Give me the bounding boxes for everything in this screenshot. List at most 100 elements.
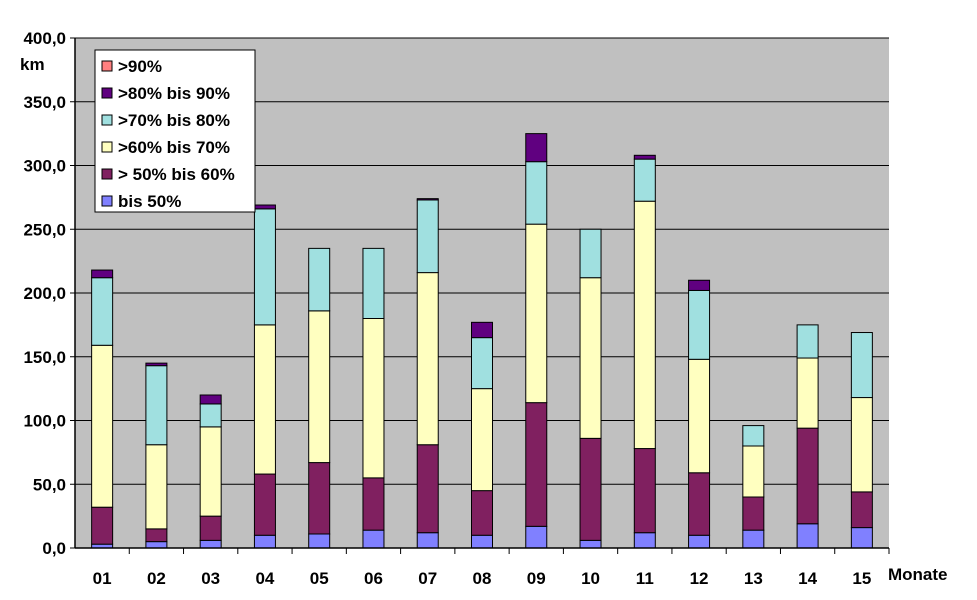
legend-label: > 50% bis 60%: [118, 165, 235, 184]
bar-segment: [308, 462, 331, 535]
legend-swatch: [101, 141, 113, 153]
y-tick-label: 300,0: [23, 157, 66, 176]
bars: [91, 133, 873, 549]
legend-label: >60% bis 70%: [118, 138, 230, 157]
bar-segment: [796, 523, 819, 549]
bar-segment: [362, 318, 385, 479]
x-tick-label: 07: [418, 569, 437, 588]
bar-segment: [579, 539, 602, 549]
bar-segment: [416, 199, 439, 274]
bar-segment: [471, 321, 493, 339]
legend-swatch: [101, 168, 113, 180]
x-axis-unit-label: Monate: [888, 565, 948, 584]
bar-segment: [416, 272, 439, 446]
bar-segment: [253, 204, 276, 210]
bar-segment: [199, 515, 222, 541]
bar-segment: [416, 444, 439, 534]
y-tick-label: 50,0: [33, 475, 66, 494]
bar-segment: [308, 310, 331, 464]
y-tick-label: 0,0: [42, 539, 66, 558]
bar-segment: [796, 357, 819, 429]
y-tick-label: 100,0: [23, 412, 66, 431]
legend-swatch: [101, 87, 113, 99]
bar-segment: [199, 394, 222, 405]
x-tick-label: 05: [310, 569, 329, 588]
bar-segment: [145, 528, 168, 543]
bar-segment: [362, 529, 385, 549]
bar-segment: [199, 539, 222, 549]
bar-segment: [91, 344, 114, 508]
bar-segment: [742, 496, 765, 531]
legend-box: [94, 49, 256, 213]
bar-segment: [688, 472, 711, 536]
bar-segment: [471, 490, 493, 536]
bar-segment: [145, 365, 168, 446]
bar-segment: [688, 289, 711, 360]
bar-segment: [525, 525, 548, 549]
x-tick-label: 03: [201, 569, 220, 588]
y-tick-label: 400,0: [23, 29, 66, 48]
bar-segment: [742, 445, 765, 498]
bar-segment: [525, 133, 548, 163]
bar-segment: [91, 269, 114, 279]
x-tick-label: 04: [255, 569, 274, 588]
bar-segment: [633, 200, 656, 450]
y-tick-label: 250,0: [23, 220, 66, 239]
y-tick-label: 350,0: [23, 93, 66, 112]
x-tick-label: 08: [473, 569, 492, 588]
bar-segment: [308, 533, 331, 549]
y-tick-label: 200,0: [23, 284, 66, 303]
x-tick-label: 13: [744, 569, 763, 588]
bar-segment: [416, 198, 439, 201]
bar-segment: [796, 324, 819, 359]
legend-label: >70% bis 80%: [118, 111, 230, 130]
bar-segment: [253, 534, 276, 549]
bar-segment: [688, 534, 711, 549]
x-tick-label: 12: [690, 569, 709, 588]
y-axis-ticks: 0,0 50,0 100,0 150,0 200,0 250,0 300,0 350,0 400…: [23, 29, 75, 558]
bar-segment: [525, 223, 548, 404]
x-tick-label: 01: [93, 569, 112, 588]
legend-label: bis 50%: [118, 192, 181, 211]
bar-segment: [633, 154, 656, 160]
x-tick-label: 11: [636, 569, 654, 588]
bar-segment: [525, 402, 548, 527]
bar-segment: [91, 506, 114, 545]
bar-segment: [145, 362, 168, 367]
bar-segment: [742, 425, 765, 447]
legend-swatch: [101, 195, 113, 207]
bar-segment: [471, 534, 493, 549]
bar-segment: [688, 358, 711, 474]
bar-segment: [633, 158, 656, 202]
bar-segment: [362, 477, 385, 531]
bar-segment: [742, 529, 765, 549]
x-tick-label: 09: [527, 569, 546, 588]
bar-segment: [145, 444, 168, 530]
bar-segment: [199, 426, 222, 517]
x-tick-label: 02: [147, 569, 166, 588]
bar-segment: [850, 332, 873, 399]
x-tick-label: 14: [798, 569, 817, 588]
bar-segment: [850, 397, 873, 493]
bar-segment: [525, 161, 548, 225]
bar-segment: [199, 403, 222, 428]
bar-segment: [633, 532, 656, 549]
legend-swatch: [101, 60, 113, 72]
bar-segment: [253, 324, 276, 475]
bar-segment: [579, 277, 602, 439]
bar-segment: [796, 427, 819, 525]
x-tick-label: 10: [581, 569, 600, 588]
legend-label: >80% bis 90%: [118, 84, 230, 103]
legend: >90% >80% bis 90% >70% bis 80% >60% bis 70%…: [94, 49, 256, 213]
bar-segment: [579, 228, 602, 279]
bar-segment: [91, 277, 114, 346]
bar-segment: [471, 388, 493, 492]
y-tick-label: 150,0: [23, 348, 66, 367]
bar-segment: [253, 473, 276, 536]
bar-segment: [362, 247, 385, 319]
bar-segment: [253, 208, 276, 326]
bar-segment: [850, 527, 873, 549]
bar-segment: [416, 532, 439, 549]
bar-segment: [308, 247, 331, 312]
